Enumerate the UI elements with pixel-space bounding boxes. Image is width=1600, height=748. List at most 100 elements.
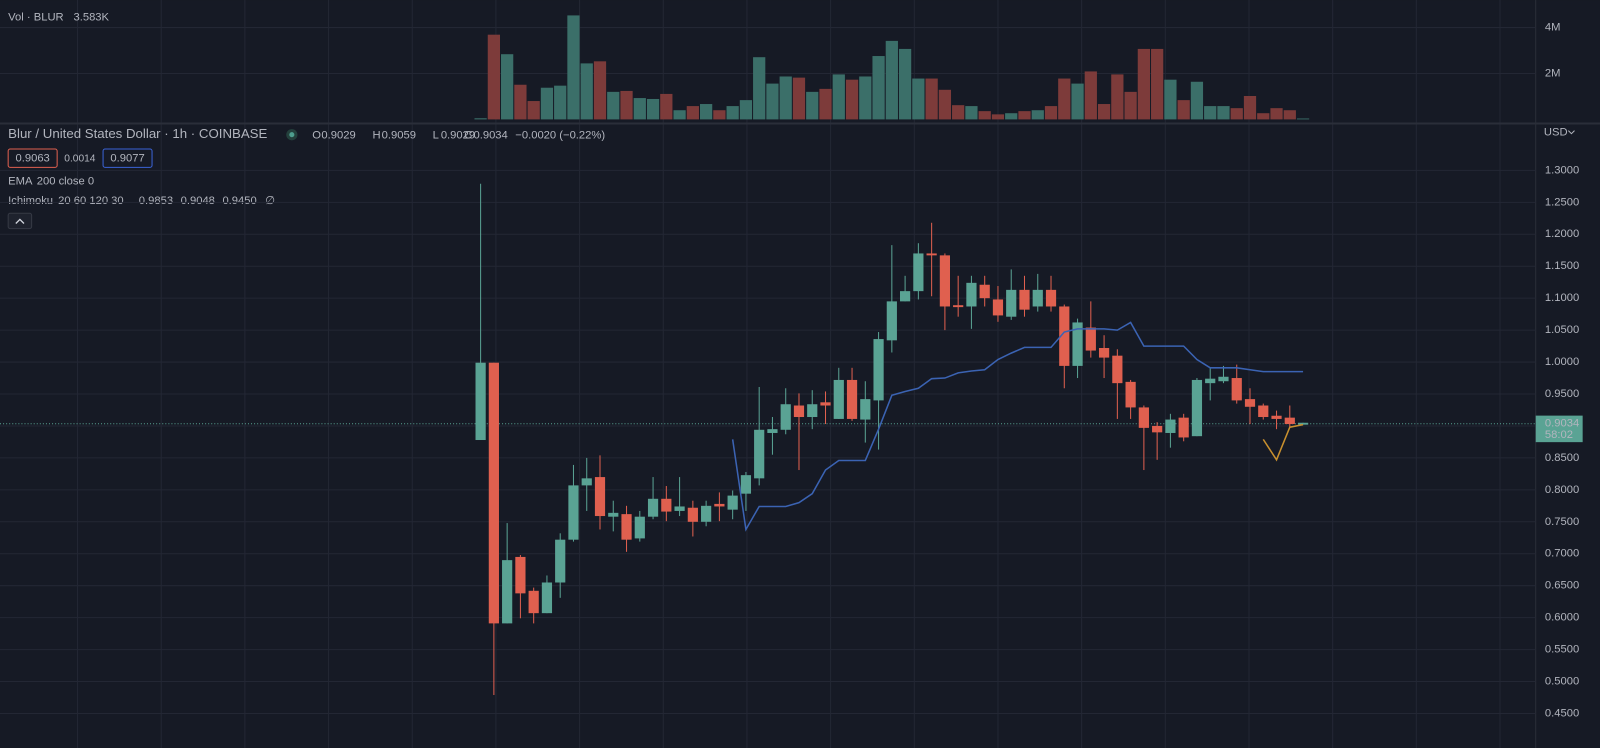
candle-body bbox=[1191, 379, 1203, 437]
price-tag-value: 0.9034 bbox=[1545, 418, 1579, 430]
volume-bar bbox=[1137, 48, 1150, 120]
candle-body bbox=[900, 291, 911, 302]
candle-body bbox=[1112, 355, 1123, 384]
ask: 0.9077 bbox=[110, 153, 144, 165]
volume-bar bbox=[660, 93, 673, 120]
ohlc-value: 0.9029 bbox=[321, 130, 355, 142]
volume-bar bbox=[580, 63, 593, 120]
currency[interactable]: USD bbox=[1544, 127, 1568, 139]
candle-body bbox=[1271, 415, 1282, 419]
indicator-empty: ∅ bbox=[265, 195, 275, 207]
candle-body bbox=[1178, 417, 1189, 438]
volume-bar bbox=[766, 83, 779, 120]
y-tick-label: 0.6500 bbox=[1545, 580, 1579, 592]
price-tag bbox=[1535, 415, 1583, 443]
volume-bar bbox=[726, 106, 739, 120]
candle-body bbox=[674, 506, 685, 511]
volume-bar bbox=[527, 101, 540, 120]
spread: 0.0014 bbox=[64, 153, 95, 164]
y-tick-label: 4M bbox=[1545, 22, 1561, 34]
volume-bar bbox=[1044, 106, 1058, 120]
candle-body bbox=[647, 498, 659, 517]
volume-last: 3.583K bbox=[73, 11, 109, 23]
vertical-grid bbox=[77, 0, 1501, 748]
volume-bar bbox=[633, 98, 646, 120]
candle-body bbox=[714, 503, 725, 507]
candle-body bbox=[1258, 405, 1269, 418]
candle-body bbox=[807, 404, 818, 418]
volume-bar bbox=[1177, 100, 1190, 120]
indicator-name: EMA bbox=[8, 176, 33, 188]
volume-bar bbox=[700, 104, 713, 120]
candle-body bbox=[1098, 348, 1110, 358]
candle-body bbox=[953, 305, 964, 308]
candle-body bbox=[926, 253, 937, 256]
candle-body bbox=[1152, 425, 1163, 433]
candle-body bbox=[939, 255, 950, 307]
volume-bar bbox=[912, 78, 925, 120]
price-tag-countdown: 58:02 bbox=[1545, 429, 1573, 441]
candle-body bbox=[515, 556, 526, 594]
y-tick-label: 0.8000 bbox=[1545, 484, 1579, 496]
bid-box[interactable] bbox=[7, 148, 58, 168]
volume-bar bbox=[1204, 106, 1217, 120]
y-tick-label: 0.5000 bbox=[1545, 675, 1579, 687]
ask-box[interactable] bbox=[102, 148, 153, 168]
candle-body bbox=[833, 379, 844, 419]
collapse-button[interactable] bbox=[7, 212, 33, 230]
candle-body bbox=[502, 560, 513, 624]
volume-bar bbox=[872, 56, 885, 120]
candle-body bbox=[1205, 378, 1216, 384]
volume-bar bbox=[686, 106, 699, 120]
candle-body bbox=[860, 399, 871, 420]
volume-bar bbox=[1217, 106, 1230, 120]
candle-body bbox=[1138, 407, 1149, 428]
market-status bbox=[286, 129, 298, 141]
candle-body bbox=[873, 339, 884, 401]
candle-body bbox=[1019, 289, 1030, 310]
indicator-value: 0.9853 bbox=[139, 195, 173, 207]
volume-bar bbox=[607, 91, 620, 120]
volume-bar bbox=[1243, 95, 1257, 120]
candle-body bbox=[754, 429, 765, 479]
volume-bar bbox=[991, 114, 1005, 120]
volume-bar bbox=[925, 78, 938, 120]
volume-bar bbox=[1018, 111, 1031, 120]
volume-bar bbox=[806, 91, 819, 120]
candle-body bbox=[594, 477, 606, 517]
ohlc-value: 0.9034 bbox=[473, 130, 507, 142]
candle-body bbox=[1297, 422, 1309, 425]
y-tick-label: 0.7500 bbox=[1545, 516, 1579, 528]
volume-bar bbox=[673, 110, 686, 120]
candle-body bbox=[634, 516, 645, 539]
y-tick-label: 1.2500 bbox=[1545, 196, 1579, 208]
candle-body bbox=[661, 498, 672, 512]
candle-body bbox=[767, 429, 778, 433]
ichimoku-readings: 0.9853 0.9048 0.9450 bbox=[139, 195, 257, 207]
volume-bar bbox=[1270, 108, 1283, 120]
ohlc-key: L bbox=[433, 130, 439, 142]
candle-body bbox=[1125, 381, 1136, 408]
candle-body bbox=[886, 301, 897, 341]
volume-bar bbox=[1031, 110, 1044, 120]
candle-body bbox=[966, 282, 977, 307]
candle-body bbox=[727, 495, 738, 510]
volume-bar bbox=[1071, 83, 1084, 120]
indicator-name: Ichimoku bbox=[8, 195, 53, 207]
candle-body bbox=[1231, 378, 1242, 401]
candle-body bbox=[475, 362, 486, 441]
candle-body bbox=[1244, 399, 1256, 407]
candle-body bbox=[846, 379, 858, 419]
volume-bar bbox=[885, 40, 898, 120]
volume-bar bbox=[1283, 110, 1296, 120]
volume-bar bbox=[593, 61, 607, 120]
volume-bar bbox=[1097, 104, 1111, 120]
indicator-params: 200 close 0 bbox=[37, 176, 94, 188]
ohlc-key: O bbox=[312, 130, 321, 142]
volume-bar bbox=[1005, 113, 1018, 120]
indicator-line bbox=[731, 321, 1304, 532]
y-tick-label: 1.0500 bbox=[1545, 324, 1579, 336]
ohlc-change: −0.0020 (−0.22%) bbox=[515, 130, 605, 142]
